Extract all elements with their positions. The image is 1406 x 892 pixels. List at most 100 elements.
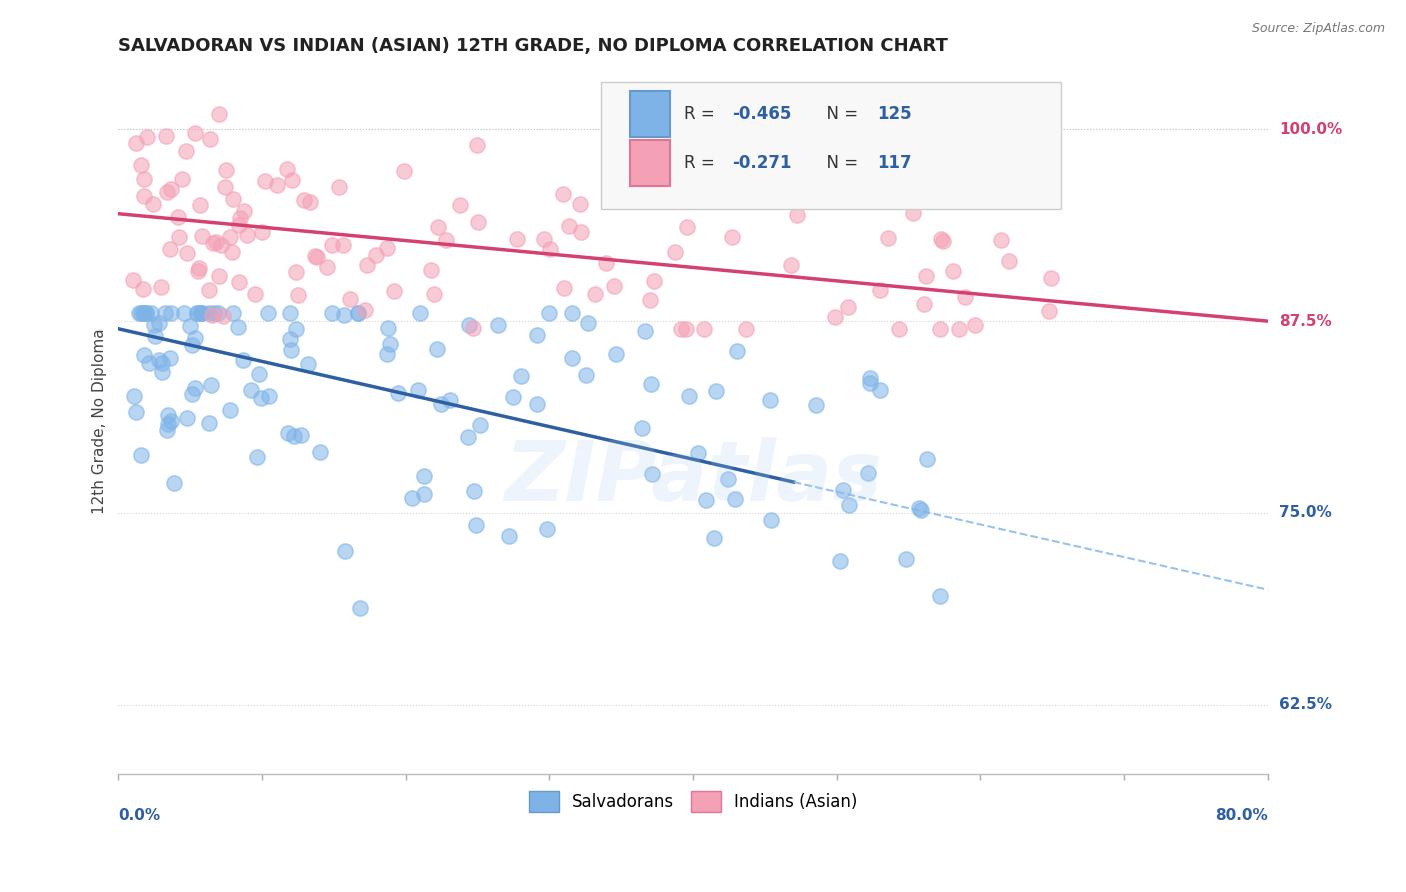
Point [328, 180, 350, 194]
Point [378, 336, 401, 351]
Point [569, 225, 592, 239]
Point [307, 250, 329, 264]
Point [228, 275, 250, 289]
Point [929, 589, 952, 603]
Point [422, 287, 444, 301]
Point [915, 269, 938, 284]
Point [332, 238, 354, 252]
Point [603, 279, 626, 293]
Point [458, 318, 481, 332]
Point [214, 180, 236, 194]
Point [409, 306, 432, 320]
Point [228, 218, 250, 232]
Point [640, 377, 662, 392]
Point [932, 234, 955, 248]
Point [135, 130, 157, 145]
Point [201, 235, 224, 250]
Point [426, 342, 449, 356]
Point [406, 383, 429, 397]
Point [675, 322, 697, 336]
Point [222, 306, 245, 320]
Point [725, 343, 748, 358]
Point [129, 158, 152, 172]
Point [283, 429, 305, 443]
Point [761, 513, 783, 527]
Text: N =: N = [815, 105, 863, 123]
Point [634, 324, 657, 338]
Point [575, 368, 598, 382]
Point [869, 383, 891, 397]
Point [915, 452, 938, 467]
Point [998, 253, 1021, 268]
Point [174, 144, 197, 158]
Point [134, 348, 156, 362]
Point [153, 306, 176, 320]
Point [160, 182, 183, 196]
Point [427, 219, 450, 234]
Point [439, 392, 461, 407]
Point [181, 387, 204, 401]
Point [553, 281, 575, 295]
Point [838, 498, 860, 512]
Point [176, 246, 198, 260]
Point [869, 284, 891, 298]
Point [859, 371, 882, 385]
Point [510, 368, 533, 383]
Point [907, 501, 929, 516]
Text: R =: R = [683, 154, 720, 172]
Point [887, 322, 910, 336]
Point [278, 332, 301, 346]
Text: -0.271: -0.271 [733, 154, 792, 172]
Point [204, 235, 226, 249]
Point [250, 225, 273, 239]
Text: 75.0%: 75.0% [1279, 506, 1331, 520]
Point [143, 329, 166, 343]
Text: 0.0%: 0.0% [118, 808, 160, 823]
Point [506, 232, 529, 246]
Point [831, 483, 853, 497]
Point [461, 321, 484, 335]
Point [366, 248, 388, 262]
Text: 80.0%: 80.0% [1215, 808, 1268, 823]
Point [125, 136, 148, 150]
Point [129, 306, 152, 320]
Point [664, 244, 686, 259]
Point [321, 306, 343, 320]
Point [218, 229, 240, 244]
Point [190, 306, 212, 320]
FancyBboxPatch shape [602, 82, 1060, 209]
Point [148, 316, 170, 330]
Legend: Salvadorans, Indians (Asian): Salvadorans, Indians (Asian) [522, 785, 865, 818]
FancyBboxPatch shape [630, 140, 671, 186]
Point [156, 417, 179, 431]
Point [429, 396, 451, 410]
Point [160, 414, 183, 428]
Point [347, 306, 370, 320]
Point [693, 322, 716, 336]
Point [135, 306, 157, 320]
Point [142, 197, 165, 211]
Point [401, 491, 423, 505]
Point [200, 378, 222, 392]
Point [382, 284, 405, 298]
Point [156, 424, 179, 438]
Point [250, 391, 273, 405]
Point [198, 416, 221, 430]
Point [212, 310, 235, 324]
Point [138, 356, 160, 370]
Point [198, 283, 221, 297]
Point [257, 389, 280, 403]
Point [1038, 303, 1060, 318]
Point [292, 193, 315, 207]
Text: 125: 125 [877, 105, 911, 123]
Point [675, 220, 697, 235]
Point [354, 302, 377, 317]
Point [236, 228, 259, 243]
Point [163, 475, 186, 490]
Point [208, 268, 231, 283]
Point [186, 306, 208, 320]
Point [228, 211, 250, 225]
Point [526, 397, 548, 411]
Point [316, 260, 339, 275]
Point [412, 469, 434, 483]
